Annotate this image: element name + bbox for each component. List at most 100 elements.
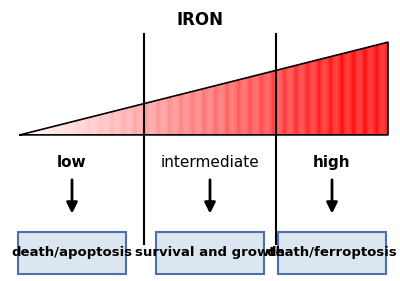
Polygon shape [52,126,53,135]
Polygon shape [131,106,132,135]
Polygon shape [85,118,86,135]
Polygon shape [198,90,199,135]
Polygon shape [261,74,262,135]
Polygon shape [230,82,231,135]
Polygon shape [139,105,140,135]
Polygon shape [182,94,183,135]
Polygon shape [125,108,126,135]
Polygon shape [382,43,384,135]
Polygon shape [254,76,256,135]
Polygon shape [217,85,218,135]
Polygon shape [92,117,93,135]
Polygon shape [179,94,180,135]
Polygon shape [260,74,261,135]
Polygon shape [117,110,118,135]
Polygon shape [285,68,286,135]
Polygon shape [302,64,303,135]
Polygon shape [194,91,195,135]
Polygon shape [57,125,58,135]
Polygon shape [66,123,67,135]
Polygon shape [238,80,239,135]
Polygon shape [55,126,56,135]
Polygon shape [100,114,101,135]
Polygon shape [296,65,297,135]
Polygon shape [292,66,293,135]
Polygon shape [154,101,155,135]
Polygon shape [320,59,321,135]
Polygon shape [22,134,23,135]
Polygon shape [213,86,214,135]
Polygon shape [289,67,290,135]
Polygon shape [106,113,107,135]
Polygon shape [293,66,294,135]
Polygon shape [266,72,268,135]
Polygon shape [298,65,299,135]
Polygon shape [183,94,184,135]
Polygon shape [134,106,135,135]
Polygon shape [206,88,207,135]
Polygon shape [228,82,229,135]
Polygon shape [202,89,203,135]
Text: death/ferroptosis: death/ferroptosis [267,246,397,259]
Polygon shape [112,112,113,135]
Polygon shape [188,92,189,135]
Polygon shape [32,132,33,135]
Polygon shape [231,81,232,135]
Polygon shape [348,52,349,135]
Polygon shape [263,73,264,135]
Polygon shape [191,92,192,135]
Polygon shape [257,75,258,135]
Polygon shape [323,58,324,135]
Polygon shape [361,49,362,135]
Polygon shape [157,100,158,135]
Polygon shape [358,49,360,135]
Polygon shape [74,121,75,135]
Polygon shape [385,43,386,135]
Polygon shape [264,73,265,135]
Polygon shape [127,108,128,135]
Polygon shape [332,56,333,135]
Polygon shape [150,102,151,135]
Polygon shape [28,133,29,135]
Polygon shape [356,50,357,135]
Polygon shape [168,97,169,135]
Polygon shape [180,94,181,135]
Polygon shape [384,43,385,135]
Polygon shape [246,78,247,135]
Polygon shape [352,51,353,135]
Polygon shape [89,117,90,135]
Polygon shape [94,116,96,135]
Polygon shape [24,134,25,135]
Polygon shape [78,120,79,135]
Polygon shape [35,131,36,135]
Polygon shape [353,51,354,135]
Polygon shape [318,60,319,135]
Polygon shape [155,101,156,135]
Polygon shape [143,104,144,135]
Polygon shape [43,129,44,135]
Polygon shape [275,71,276,135]
Polygon shape [75,121,76,135]
Polygon shape [346,52,348,135]
Text: low: low [57,155,87,171]
Polygon shape [274,71,275,135]
Polygon shape [344,53,345,135]
Polygon shape [121,109,122,135]
Polygon shape [304,63,305,135]
Text: death/apoptosis: death/apoptosis [12,246,132,259]
Polygon shape [360,49,361,135]
Polygon shape [181,94,182,135]
Polygon shape [378,44,379,135]
Polygon shape [199,89,200,135]
Polygon shape [316,60,317,135]
Polygon shape [123,109,124,135]
Polygon shape [280,69,281,135]
Polygon shape [176,95,177,135]
Polygon shape [297,65,298,135]
Polygon shape [25,133,26,135]
Polygon shape [237,80,238,135]
Polygon shape [271,71,272,135]
Polygon shape [72,121,73,135]
Polygon shape [336,55,338,135]
Polygon shape [210,87,211,135]
